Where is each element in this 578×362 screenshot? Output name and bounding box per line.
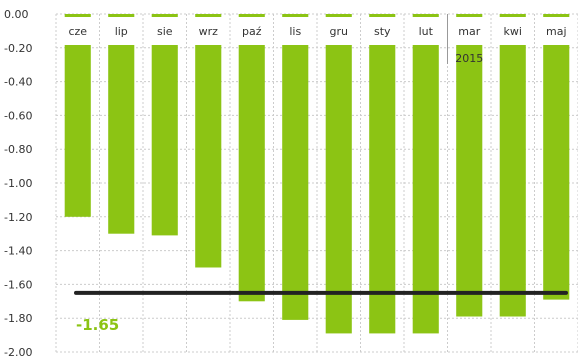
reference-line-label: -1.65	[76, 316, 119, 334]
x-tick-label-bg	[231, 17, 273, 45]
x-tick-label-wrz: wrz	[199, 25, 219, 38]
bars	[64, 14, 570, 334]
x-tick-label-bg	[318, 17, 360, 45]
x-tick-label-lut: lut	[419, 25, 434, 38]
x-tick-label-sie: sie	[157, 25, 173, 38]
x-tick-label-sty: sty	[374, 25, 391, 38]
year-label: 2015	[455, 52, 483, 65]
bar-lis	[282, 14, 309, 320]
x-tick-label-bg	[492, 17, 534, 45]
x-tick-label-bg	[57, 17, 99, 45]
x-tick-label-bg	[187, 17, 229, 45]
y-tick-label: -0.20	[4, 42, 32, 55]
x-tick-label-bg	[448, 17, 490, 45]
x-tick-label-paź: paź	[242, 25, 262, 38]
bar-sty	[369, 14, 396, 334]
x-tick-label-bg	[405, 17, 447, 45]
y-tick-label: 0.00	[4, 8, 29, 21]
x-tick-label-cze: cze	[68, 25, 87, 38]
x-tick-label-kwi: kwi	[504, 25, 522, 38]
x-tick-label-bg	[535, 17, 577, 45]
x-axis-ticks: cze lip sie wrz paź lis gru sty lut mar kwi maj 2015	[57, 14, 577, 65]
y-tick-label: -0.40	[4, 76, 32, 89]
y-tick-label: -1.20	[4, 211, 32, 224]
x-tick-label-gru: gru	[330, 25, 348, 38]
bar-lut	[412, 14, 439, 334]
bar-maj	[543, 14, 570, 300]
bar-cze	[64, 14, 91, 217]
bar-paź	[238, 14, 265, 302]
bar-lip	[108, 14, 135, 234]
x-tick-label-lis: lis	[289, 25, 301, 38]
reference-line-group: -1.65	[74, 290, 568, 334]
x-tick-label-lip: lip	[115, 25, 128, 38]
y-tick-label: -2.00	[4, 346, 32, 359]
x-tick-label-bg	[361, 17, 403, 45]
bar-wrz	[195, 14, 222, 268]
grid-lines	[55, 13, 578, 353]
y-axis-ticks: 0.00 -0.20 -0.40 -0.60 -0.80 -1.00 -1.20 -1.40 -…	[4, 8, 32, 359]
bar-sie	[151, 14, 178, 236]
x-tick-label-maj: maj	[546, 25, 567, 38]
x-tick-label-bg	[274, 17, 316, 45]
y-tick-label: -0.80	[4, 143, 32, 156]
x-tick-label-bg	[144, 17, 186, 45]
bar-mar	[456, 14, 483, 317]
bar-kwi	[499, 14, 526, 317]
y-tick-label: -1.40	[4, 245, 32, 258]
x-tick-label-mar: mar	[458, 25, 480, 38]
x-tick-label-bg	[100, 17, 142, 45]
bar-gru	[325, 14, 352, 334]
y-tick-label: -1.00	[4, 177, 32, 190]
y-tick-label: -1.60	[4, 278, 32, 291]
y-tick-label: -1.80	[4, 312, 32, 325]
y-tick-label: -0.60	[4, 109, 32, 122]
